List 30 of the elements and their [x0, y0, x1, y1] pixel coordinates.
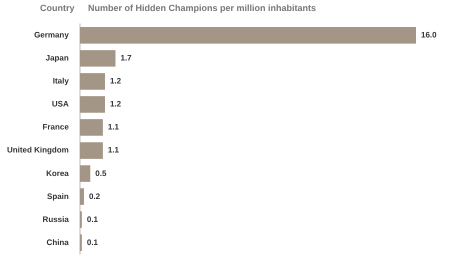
y-tick-label: Italy: [52, 76, 70, 86]
bar: [80, 142, 103, 159]
bar: [80, 73, 105, 90]
bar: [80, 96, 105, 113]
y-axis-title: Country: [40, 3, 74, 13]
data-label: 1.2: [110, 76, 122, 86]
bar: [80, 188, 84, 205]
data-label: 0.2: [88, 192, 101, 201]
bar: [80, 165, 90, 182]
data-label: 0.1: [86, 238, 99, 247]
data-label: 0.1: [86, 214, 99, 224]
y-tick-label: USA: [52, 100, 69, 109]
bar: [80, 27, 416, 44]
data-label: 1.7: [120, 54, 132, 63]
data-label: 0.5: [95, 168, 107, 178]
y-tick-label: Japan: [46, 54, 69, 63]
y-tick-label: United Kingdom: [6, 146, 69, 155]
y-tick-label: Germany: [34, 30, 70, 40]
y-tick-label: Russia: [42, 214, 70, 224]
data-label: 1.1: [108, 122, 120, 132]
bar: [80, 50, 116, 67]
y-tick-label: China: [46, 238, 70, 247]
data-label: 1.1: [108, 146, 120, 155]
chart-title: Number of Hidden Champions per million inhabitants: [88, 3, 316, 13]
y-tick-label: Korea: [46, 168, 70, 178]
bar: [80, 119, 103, 136]
data-label: 16.0: [421, 30, 438, 40]
y-tick-label: Spain: [46, 192, 69, 201]
y-tick-label: France: [42, 122, 70, 132]
data-label: 1.2: [110, 100, 122, 109]
